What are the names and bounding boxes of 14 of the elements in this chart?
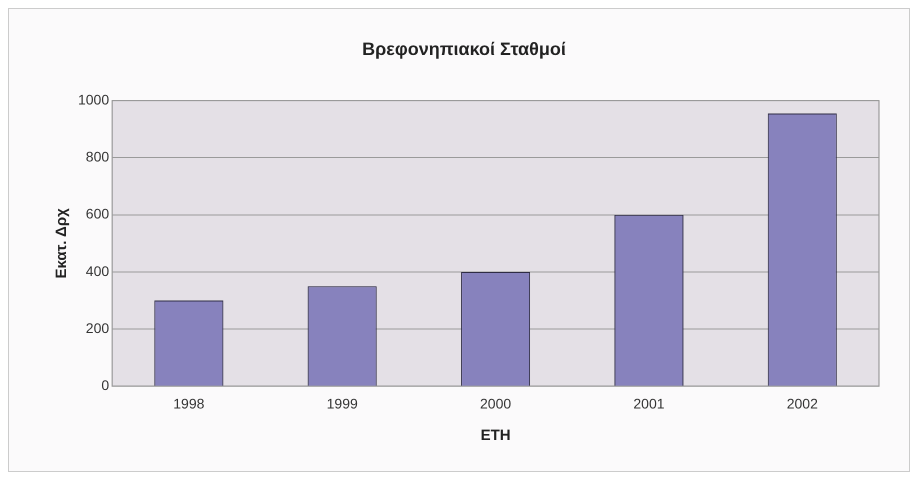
y-tick-label: 1000: [78, 91, 110, 108]
y-tick-label: 200: [86, 320, 110, 336]
x-tick-label: 2002: [786, 395, 818, 412]
y-tick-label: 600: [86, 206, 110, 222]
x-tick-label: 2001: [633, 395, 665, 412]
x-axis-title: ΕΤΗ: [480, 427, 511, 444]
y-tick-label: 400: [86, 262, 110, 279]
x-tick-label: 2000: [480, 395, 512, 412]
chart-title: Βρεφονηπιακοί Σταθμοί: [362, 38, 566, 59]
y-tick-label: 0: [101, 377, 110, 394]
y-tick-label: 800: [86, 148, 110, 165]
x-tick-label: 1999: [326, 395, 358, 412]
x-tick-label: 1998: [173, 395, 205, 412]
y-axis-title: Εκατ. Δρχ: [53, 208, 70, 279]
